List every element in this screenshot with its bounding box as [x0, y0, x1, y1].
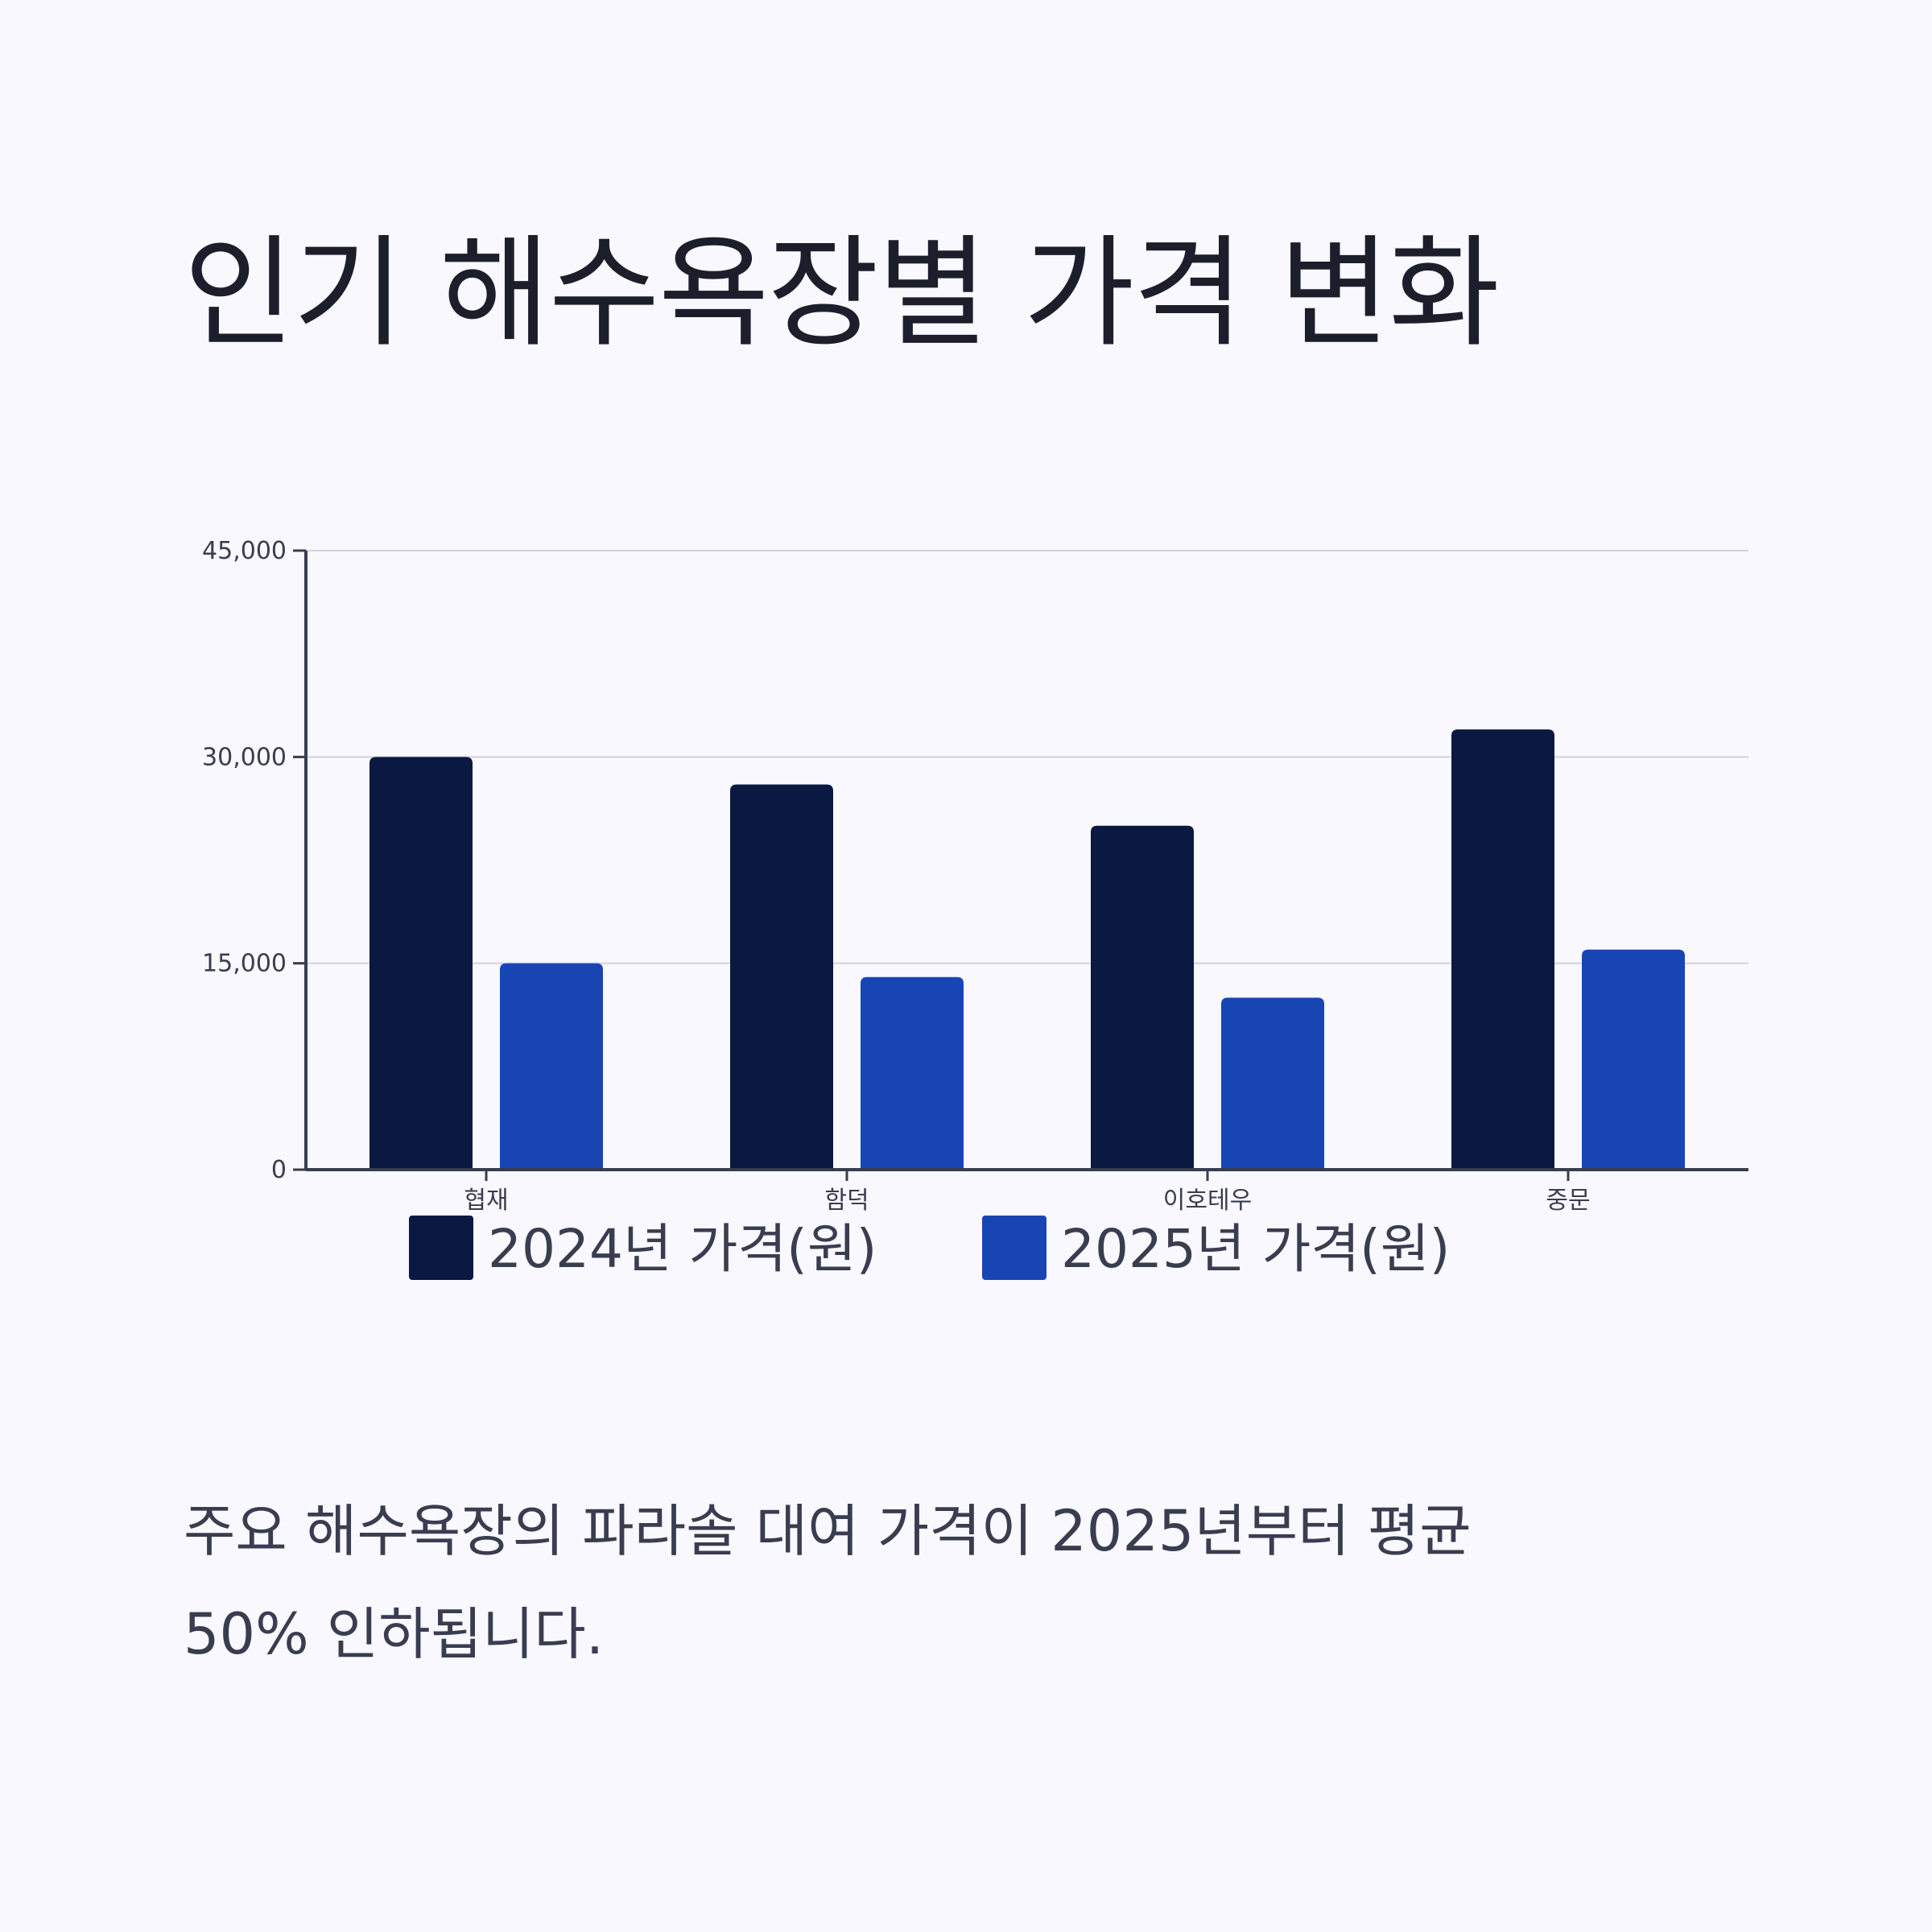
- description-line-1: 주요 해수욕장의 파라솔 대여 가격이 2025년부터 평균: [184, 1498, 1472, 1564]
- y-tick-label: 45,000: [202, 537, 287, 565]
- bars: [369, 729, 1685, 1170]
- legend-label: 2025년 가격(원): [1061, 1218, 1450, 1280]
- bar-2024: [369, 757, 473, 1170]
- bar-chart: 0 15,000 30,000 45,000 협재 함덕 이호테우 중문 2024년 가격(원…: [202, 537, 1748, 1280]
- legend-swatch: [982, 1216, 1046, 1280]
- axes: 0 15,000 30,000 45,000 협재 함덕 이호테우 중문: [202, 537, 1748, 1215]
- x-tick-label: 중문: [1546, 1187, 1590, 1215]
- x-tick-label: 협재: [464, 1187, 508, 1215]
- bar-2025: [861, 976, 964, 1170]
- description: 주요 해수욕장의 파라솔 대여 가격이 2025년부터 평균 50% 인하됩니다…: [184, 1480, 1713, 1686]
- x-tick-label: 이호테우: [1163, 1187, 1252, 1215]
- bar-2025: [1221, 997, 1324, 1170]
- y-tick-label: 30,000: [202, 743, 287, 771]
- bar-2025: [1582, 949, 1685, 1170]
- y-tick-label: 15,000: [202, 950, 287, 978]
- legend-swatch: [409, 1216, 473, 1280]
- description-line-2: 50% 인하됩니다.: [184, 1601, 605, 1667]
- x-tick-label: 함덕: [824, 1187, 869, 1215]
- bar-2025: [500, 963, 603, 1170]
- y-tick-label: 0: [271, 1156, 287, 1184]
- bar-2024: [1091, 825, 1194, 1170]
- page-title: 인기 해수욕장별 가격 변화: [184, 224, 1500, 364]
- bar-2024: [1451, 729, 1554, 1170]
- legend-label: 2024년 가격(원): [488, 1218, 877, 1280]
- bar-2024: [730, 784, 833, 1170]
- legend: 2024년 가격(원) 2025년 가격(원): [409, 1216, 1450, 1280]
